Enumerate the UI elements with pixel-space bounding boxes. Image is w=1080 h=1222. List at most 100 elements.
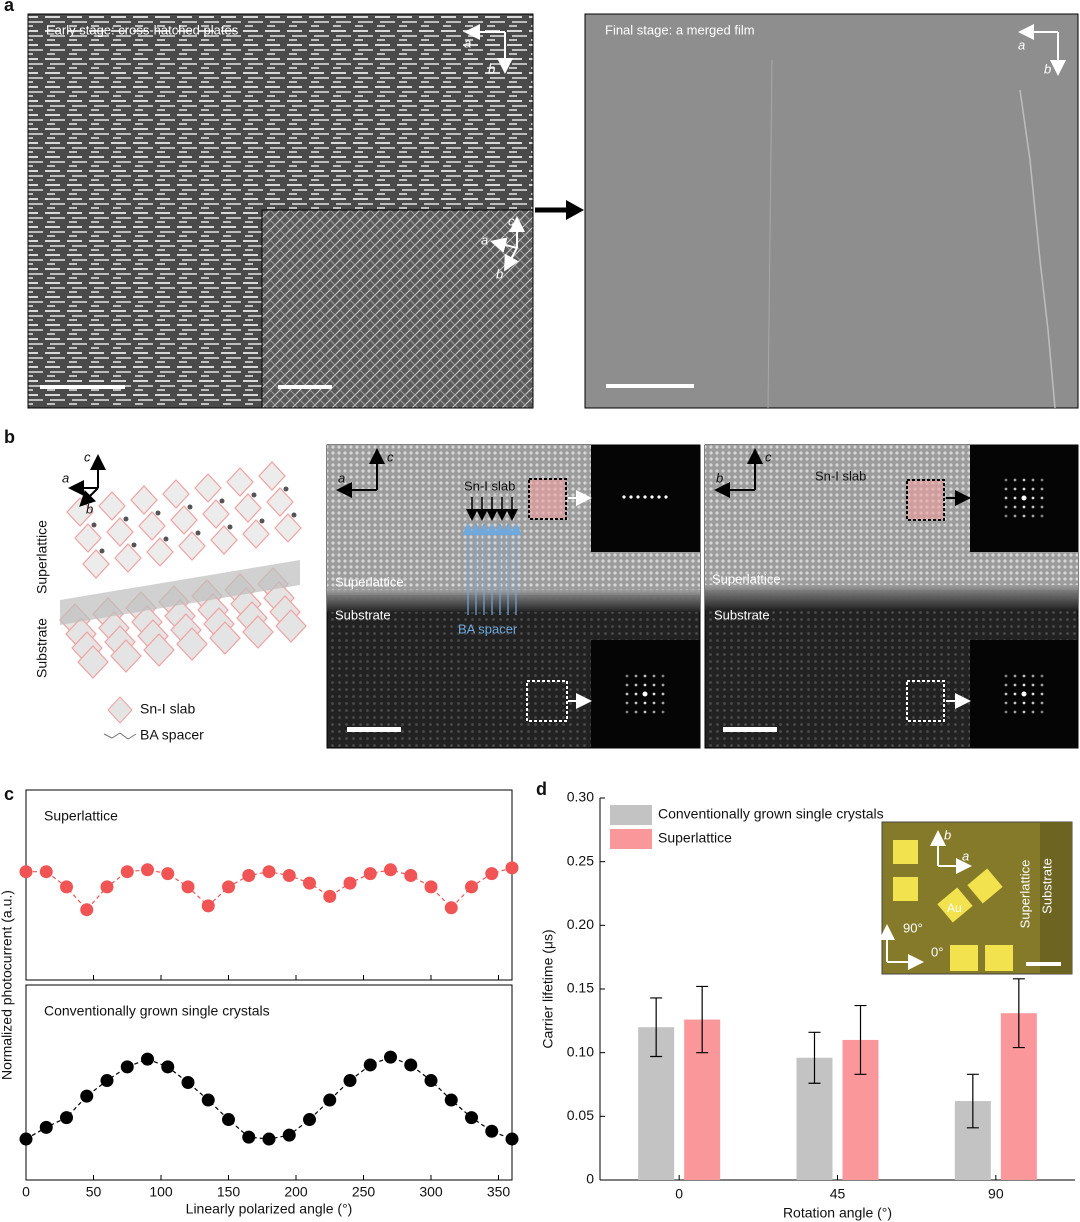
octahedron xyxy=(114,543,142,573)
image-label: Sn-I slab xyxy=(815,468,866,483)
data-point xyxy=(262,1132,276,1146)
fft-spot xyxy=(634,674,638,678)
fft-spot xyxy=(661,674,665,678)
fft-spot xyxy=(1004,478,1008,482)
legend-label: BA spacer xyxy=(140,727,204,743)
data-point xyxy=(363,1058,377,1072)
fft-spot xyxy=(643,710,647,714)
axis-arrow xyxy=(490,237,518,253)
spacer xyxy=(155,510,161,516)
data-point xyxy=(120,1060,134,1074)
plot-frame xyxy=(25,984,513,1181)
data-point xyxy=(242,1130,256,1144)
fft-spot xyxy=(1004,701,1008,705)
octahedron xyxy=(176,627,208,661)
data-point xyxy=(19,865,33,879)
subplot-title: Conventionally grown single crystals xyxy=(44,1003,270,1019)
fft-spot xyxy=(625,683,629,687)
spacer xyxy=(195,530,201,536)
fft-spot xyxy=(1013,514,1017,518)
axis-letter: b xyxy=(86,501,93,516)
octahedron xyxy=(274,513,302,543)
data-point xyxy=(201,899,215,913)
data-point xyxy=(485,867,499,881)
octahedron xyxy=(209,621,241,655)
octahedron xyxy=(258,461,286,491)
error-bar xyxy=(854,1004,867,1075)
data-point xyxy=(222,880,235,894)
fft-spot xyxy=(1040,487,1044,491)
fft-spot xyxy=(661,701,665,705)
fft-spot xyxy=(652,701,656,705)
legend-label: Sn-I slab xyxy=(140,701,195,717)
axis-letter: c xyxy=(508,213,515,228)
legend-swatch xyxy=(610,829,652,849)
octahedron xyxy=(82,549,110,579)
octahedron xyxy=(143,633,175,667)
panel-label: c xyxy=(4,784,14,804)
x-axis-label: Rotation angle (°) xyxy=(783,1205,892,1221)
fft-spot xyxy=(657,495,661,499)
data-point xyxy=(363,867,377,881)
error-bar xyxy=(966,1073,979,1129)
axis-letter: a xyxy=(1018,37,1025,52)
axis-letter: b xyxy=(716,470,723,485)
scale-bar xyxy=(40,385,125,389)
spacer xyxy=(131,542,137,548)
data-point xyxy=(465,880,478,894)
error-bar xyxy=(650,997,663,1058)
data-point xyxy=(323,889,337,903)
fft-spot xyxy=(1031,505,1035,509)
y-axis-label: Normalized photocurrent (a.u.) xyxy=(0,890,15,1080)
fft-spot xyxy=(625,674,629,678)
axis-letter: b xyxy=(496,266,503,281)
axis-letter: a xyxy=(962,848,969,863)
x-tick-label: 150 xyxy=(217,1184,241,1200)
octahedron xyxy=(170,505,198,535)
panel-label: b xyxy=(4,427,15,447)
fft-spot xyxy=(1022,674,1026,678)
fft-spot xyxy=(1004,505,1008,509)
axis-letter: b xyxy=(1044,61,1051,76)
data-point xyxy=(505,1132,519,1146)
fft-spot xyxy=(652,692,656,696)
data-point xyxy=(141,863,154,877)
inset-label: Au xyxy=(947,901,962,915)
data-point xyxy=(485,1124,499,1138)
sem-inset xyxy=(261,209,534,409)
data-point xyxy=(39,1120,53,1134)
data-point xyxy=(19,1132,33,1146)
data-point xyxy=(120,865,134,879)
y-tick-label: 0.30 xyxy=(567,789,594,805)
fft-spot xyxy=(1013,701,1017,705)
spacer xyxy=(219,498,225,504)
inset-label: Superlattice xyxy=(1017,860,1032,929)
scale-bar xyxy=(278,385,332,389)
octahedron xyxy=(234,493,262,523)
octahedron xyxy=(74,523,102,553)
data-point xyxy=(262,865,276,879)
x-tick-label: 0 xyxy=(675,1186,683,1202)
fft-spot xyxy=(625,710,629,714)
data-point xyxy=(181,1076,195,1089)
tem-right xyxy=(704,444,1079,749)
y-tick-label: 0.15 xyxy=(567,980,594,996)
data-point xyxy=(343,1074,357,1088)
fft-spot xyxy=(1021,691,1027,697)
fft-spot xyxy=(661,692,665,696)
fft-spot xyxy=(1013,683,1017,687)
error-bar xyxy=(1012,978,1025,1049)
fft-spot xyxy=(1040,710,1044,714)
fft-spot xyxy=(1040,674,1044,678)
data-point xyxy=(444,901,458,915)
fft-spot xyxy=(629,495,633,499)
y-tick-label: 0.05 xyxy=(567,1107,594,1123)
image-label: Sn-I slab xyxy=(464,478,515,493)
fft-spot xyxy=(634,683,638,687)
layer-label: Substrate xyxy=(34,618,50,678)
spacer xyxy=(99,548,105,554)
axis-letter: a xyxy=(62,470,69,485)
y-tick-label: 0.25 xyxy=(567,852,594,868)
fft-spot xyxy=(1031,710,1035,714)
